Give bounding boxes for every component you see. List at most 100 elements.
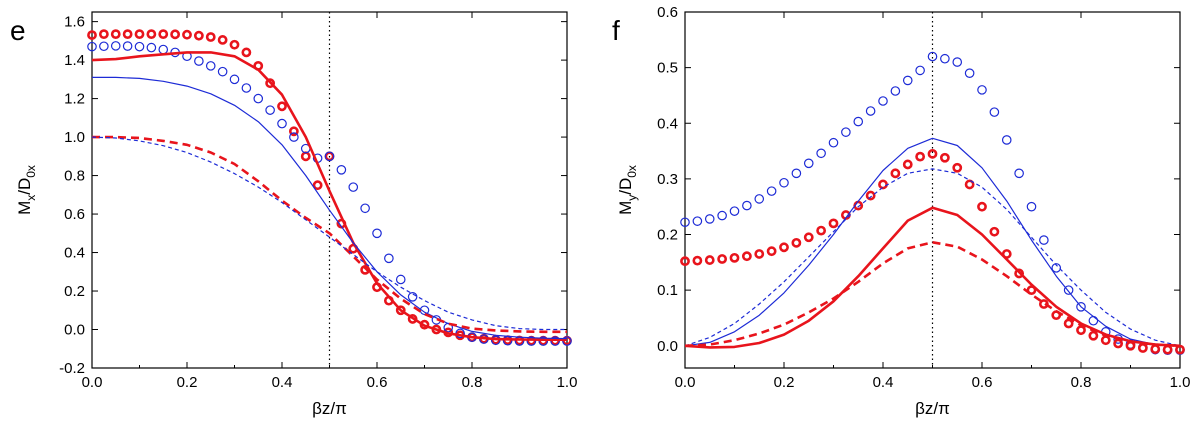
data-point [890, 86, 901, 96]
data-point [134, 41, 145, 52]
x-tick-label: 0.0 [675, 374, 696, 391]
y-tick-label: 1.0 [64, 129, 85, 146]
data-point [841, 127, 851, 137]
data-point [729, 206, 740, 216]
data-point [754, 194, 765, 204]
series-red-circles [87, 29, 572, 346]
data-point [205, 32, 216, 42]
series-blue-dashed [91, 136, 567, 331]
data-point [1162, 344, 1173, 355]
data-point [217, 35, 228, 45]
data-point [853, 200, 864, 211]
data-point [1175, 344, 1185, 355]
data-point [265, 78, 276, 89]
data-point [1088, 330, 1099, 341]
y-tick-label: 0.8 [64, 168, 85, 185]
data-point [170, 29, 181, 40]
data-point [1076, 302, 1086, 312]
data-point [1100, 335, 1111, 346]
series-red-dashed [92, 135, 567, 334]
y-tick-label: 0.6 [657, 4, 678, 21]
data-point [791, 168, 802, 179]
x-tick-label: 0.6 [367, 374, 388, 391]
data-point [288, 126, 299, 137]
data-point [952, 57, 963, 67]
data-point [816, 148, 826, 159]
data-point [265, 105, 275, 115]
data-point [360, 203, 370, 214]
data-point [766, 186, 777, 196]
series-line [684, 137, 1181, 347]
data-point [110, 41, 121, 51]
data-point [878, 179, 888, 190]
y-tick-label: 0.3 [657, 171, 678, 188]
y-axis-label: Mx/D0x [15, 165, 38, 215]
data-point [87, 41, 97, 52]
data-point [1137, 343, 1148, 353]
data-point [395, 274, 406, 285]
data-point [134, 29, 145, 40]
data-point [754, 249, 765, 259]
data-point [989, 107, 1000, 117]
data-point [312, 180, 323, 191]
data-point [1014, 268, 1025, 279]
x-tick-label: 0.8 [1071, 374, 1092, 391]
data-point [977, 85, 987, 95]
data-point [205, 61, 216, 71]
data-point [336, 164, 347, 175]
series-red-circles [680, 148, 1185, 355]
y-tick-label: 0.4 [657, 115, 678, 132]
panel-letter: e [10, 15, 26, 46]
data-point [915, 65, 925, 76]
chart-panel-f: f 0.0 0.2 0.4 0.6 0.8 1.0 0.0 0.1 0.2 0.3 0.4 0.5 0.6… [612, 4, 1190, 418]
series-line [684, 241, 1181, 348]
data-point [289, 132, 299, 142]
data-point [902, 159, 913, 170]
data-point [964, 179, 975, 190]
x-tick-label: 0.6 [972, 374, 993, 391]
data-point [865, 106, 876, 116]
data-point [729, 252, 740, 263]
data-point [717, 210, 727, 221]
data-point [1026, 285, 1037, 296]
chart-panel-e: e0.0 0.2 0.4 0.6 0.8 1.0-0.20.00.20.40.60.81.… [10, 11, 578, 418]
data-point [927, 51, 938, 62]
series-line [91, 51, 567, 341]
data-point [704, 214, 715, 224]
x-tick-label: 1.0 [557, 374, 578, 391]
data-point [692, 216, 703, 226]
data-point [779, 177, 789, 188]
y-tick-label: 0.2 [657, 227, 678, 244]
data-point [241, 83, 252, 93]
data-point [550, 336, 560, 346]
data-point [816, 225, 827, 236]
data-point [1026, 201, 1037, 212]
data-point [1063, 318, 1074, 329]
data-point [853, 116, 864, 127]
y-tick-label: 0.5 [657, 60, 678, 77]
data-point [146, 42, 157, 53]
x-axis-label: βz/π [312, 399, 347, 418]
data-point [680, 217, 690, 228]
panel-letter: f [612, 15, 620, 46]
data-point [407, 291, 418, 302]
data-point [803, 232, 814, 243]
x-tick-label: 0.2 [177, 374, 198, 391]
data-point [348, 182, 359, 192]
data-point [939, 152, 950, 163]
y-tick-label: 0.1 [657, 282, 678, 299]
y-tick-label: 0.2 [64, 283, 85, 300]
data-point [395, 305, 406, 316]
data-point [324, 151, 335, 162]
data-point [1039, 235, 1049, 245]
data-point [977, 201, 987, 212]
data-point [87, 30, 97, 40]
data-point [229, 74, 240, 85]
data-point [182, 29, 192, 40]
data-point [890, 168, 901, 179]
data-point [372, 228, 382, 239]
data-point [1088, 315, 1099, 326]
data-point [766, 246, 777, 257]
x-tick-label: 0.2 [774, 374, 795, 391]
